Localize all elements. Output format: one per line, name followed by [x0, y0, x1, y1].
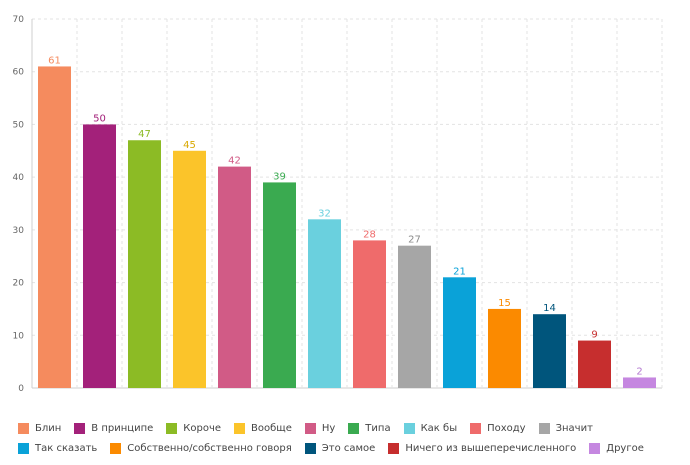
bar[interactable]: [353, 240, 386, 388]
legend-label: Как бы: [420, 422, 458, 434]
legend-label: Блин: [35, 422, 62, 434]
legend-item[interactable]: Типа: [348, 420, 391, 436]
bar[interactable]: [83, 124, 116, 388]
bar[interactable]: [533, 314, 566, 388]
legend-item[interactable]: Вообще: [234, 420, 292, 436]
legend-swatch: [388, 442, 400, 454]
legend-swatch: [74, 422, 86, 434]
y-tick-label: 50: [13, 120, 25, 130]
legend-label: Походу: [487, 422, 526, 434]
legend-label: Собственно/собственно говоря: [127, 442, 292, 454]
y-tick-label: 20: [13, 279, 25, 289]
bar-value-label: 15: [498, 298, 511, 309]
legend-label: Ну: [321, 422, 336, 434]
legend-swatch: [18, 422, 29, 434]
bar-value-label: 32: [318, 208, 331, 219]
y-axis: 0 10 20 30 40 50 60 70: [13, 15, 33, 394]
y-tick-label: 40: [13, 173, 25, 183]
legend-item[interactable]: Блин: [18, 420, 61, 436]
legend-item[interactable]: Значит: [538, 420, 593, 436]
bar[interactable]: [308, 219, 341, 388]
chart-legend: Блин В принципе Короче Вообще Ну Типа Как бы По…: [18, 420, 678, 456]
bar[interactable]: [488, 308, 521, 388]
bar[interactable]: [398, 245, 431, 388]
bar-value-label: 39: [273, 171, 286, 182]
bar-value-label: 42: [228, 156, 241, 167]
bar[interactable]: [173, 150, 206, 388]
legend-swatch: [403, 422, 415, 434]
bar-value-label: 50: [93, 113, 106, 124]
legend-label: Другое: [606, 442, 644, 454]
legend-label: Так сказать: [35, 442, 98, 454]
bar-value-label: 9: [591, 330, 597, 341]
grid-lines: [31, 18, 663, 389]
legend-item[interactable]: Ничего из вышеперечисленного: [388, 440, 576, 456]
legend-swatch: [166, 422, 178, 434]
legend-item[interactable]: В принципе: [74, 420, 153, 436]
bar-value-label: 61: [48, 55, 61, 66]
legend-swatch: [18, 442, 29, 454]
bar-value-label: 47: [138, 129, 151, 140]
bar[interactable]: [218, 166, 251, 388]
legend-label: Типа: [365, 422, 391, 434]
bar-value-label: 27: [408, 235, 421, 246]
legend-label: Ничего из вышеперечисленного: [405, 442, 577, 454]
bar-value-label: 2: [636, 366, 642, 377]
bar[interactable]: [263, 182, 296, 388]
legend-label: В принципе: [91, 422, 154, 434]
legend-swatch: [589, 442, 601, 454]
y-tick-label: 30: [13, 226, 25, 236]
legend-item[interactable]: Походу: [470, 420, 526, 436]
legend-swatch: [470, 422, 482, 434]
legend-swatch: [348, 422, 360, 434]
bar-value-label: 28: [363, 229, 376, 240]
y-tick-label: 10: [13, 331, 25, 341]
bar-chart: 0 10 20 30 40 50 60 70 61 50 47 45 42 39 32 28 27 21 15 14…: [13, 15, 663, 394]
bar-value-label: 45: [183, 140, 196, 151]
legend-label: Значит: [555, 422, 593, 434]
legend-swatch: [304, 442, 316, 454]
y-tick-label: 60: [13, 68, 25, 78]
legend-label: Это самое: [321, 442, 376, 454]
y-tick-label: 0: [18, 384, 24, 394]
legend-item[interactable]: Собственно/собственно говоря: [110, 440, 292, 456]
bar[interactable]: [443, 277, 476, 388]
legend-item[interactable]: Так сказать: [18, 440, 97, 456]
legend-swatch: [538, 422, 550, 434]
bar[interactable]: [578, 340, 611, 388]
value-labels: 61 50 47 45 42 39 32 28 27 21 15 14 9 2: [48, 55, 643, 377]
legend-item[interactable]: Короче: [166, 420, 221, 436]
bar[interactable]: [623, 377, 656, 388]
legend-item[interactable]: Другое: [589, 440, 644, 456]
bar[interactable]: [128, 140, 161, 388]
legend-label: Короче: [183, 422, 222, 434]
legend-swatch: [234, 422, 246, 434]
legend-swatch: [304, 422, 316, 434]
bar[interactable]: [38, 66, 71, 388]
legend-item[interactable]: Как бы: [403, 420, 458, 436]
bar-value-label: 21: [453, 266, 466, 277]
legend-label: Вообще: [251, 422, 292, 434]
legend-item[interactable]: Ну: [304, 420, 336, 436]
legend-swatch: [110, 442, 122, 454]
bars: [38, 66, 656, 388]
legend-item[interactable]: Это самое: [304, 440, 376, 456]
y-tick-label: 70: [13, 15, 25, 25]
bar-value-label: 14: [543, 303, 556, 314]
